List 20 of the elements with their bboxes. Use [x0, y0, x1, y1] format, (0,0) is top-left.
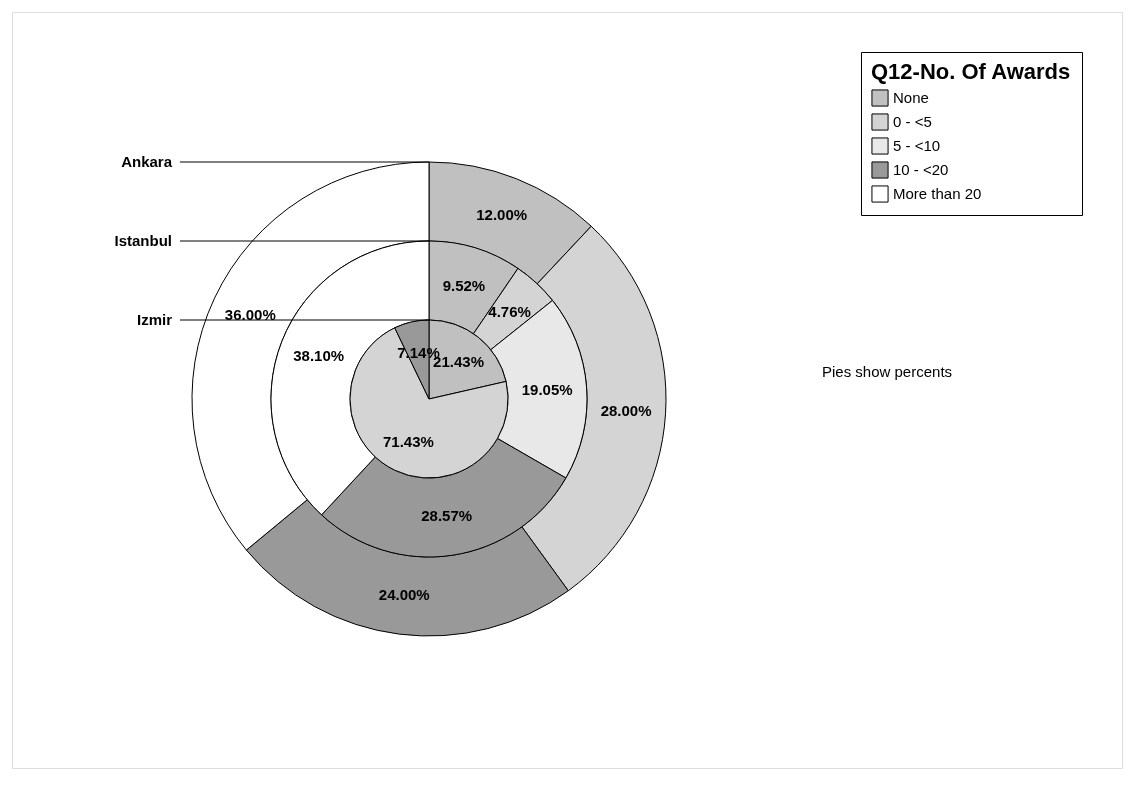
legend-label: None [893, 89, 929, 106]
data-label: 36.00% [224, 305, 276, 323]
legend-label: More than 20 [893, 185, 982, 202]
slice-label: Istanbul [114, 232, 172, 249]
data-label: 4.76% [488, 303, 531, 321]
data-label: 38.10% [293, 346, 345, 364]
data-label: 71.43% [382, 432, 434, 450]
data-label: 9.52% [442, 276, 486, 294]
legend-label: 5 - <10 [893, 137, 941, 154]
slice-label: Ankara [121, 153, 173, 170]
data-label: 28.00% [600, 402, 652, 420]
legend-label: 0 - <5 [893, 113, 932, 130]
legend-title: Q12-No. Of Awards [871, 59, 1071, 84]
data-label: 19.05% [521, 381, 573, 399]
data-label: 12.00% [476, 206, 528, 224]
slice-label: Izmir [136, 311, 173, 328]
text: Pies show percents [822, 363, 953, 380]
legend-label: 10 - <20 [893, 161, 949, 178]
data-label: 24.00% [378, 585, 430, 603]
data-label: 28.57% [421, 507, 473, 525]
